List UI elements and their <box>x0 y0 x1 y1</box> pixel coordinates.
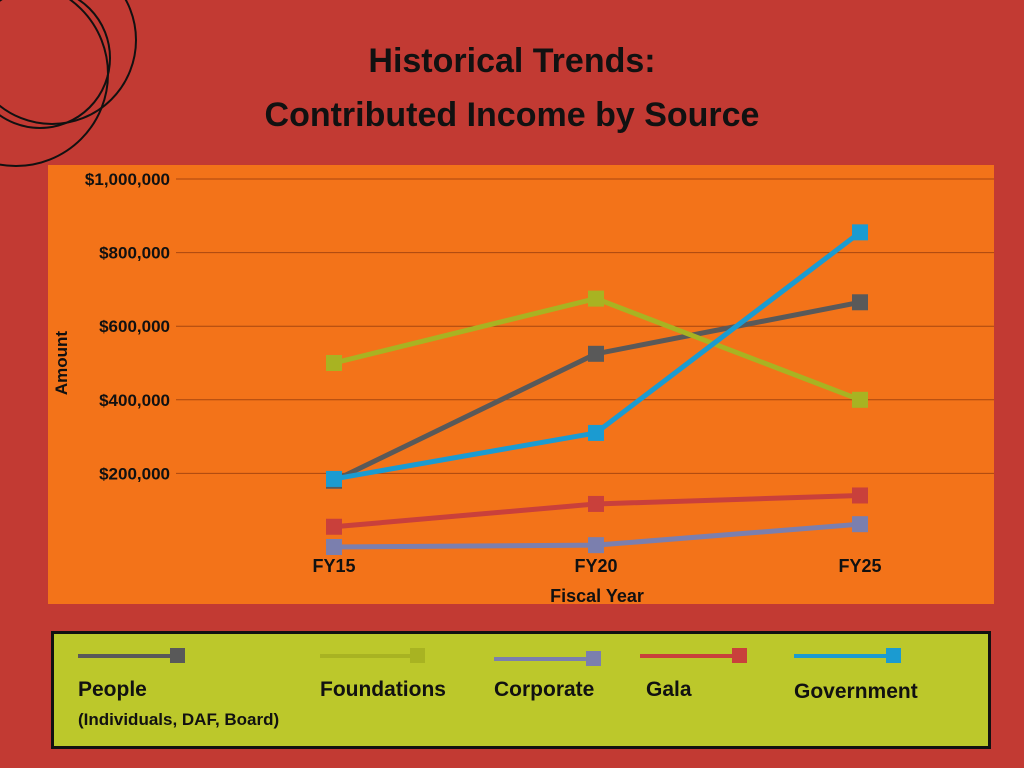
data-point-corporate <box>326 539 342 555</box>
y-tick-label: $600,000 <box>99 317 170 336</box>
legend-line <box>320 654 412 658</box>
legend-sublabel: (Individuals, DAF, Board) <box>78 710 280 729</box>
legend-label: Corporate <box>494 678 595 701</box>
data-point-gala <box>588 495 604 512</box>
data-point-gala <box>326 518 342 535</box>
legend-line <box>640 654 734 658</box>
y-axis-label: Amount <box>52 331 71 396</box>
legend-label: Foundations <box>320 678 446 701</box>
data-point-foundations <box>326 355 342 371</box>
plot-area: $200,000 $400,000 $600,000 $800,000 $1,000,0… <box>48 165 994 604</box>
data-point-foundations <box>588 290 604 307</box>
chart-title: Historical Trends: <box>368 42 656 80</box>
legend-marker <box>410 648 425 663</box>
legend-marker <box>170 648 185 663</box>
line-chart: $200,000 $400,000 $600,000 $800,000 $1,000,0… <box>52 170 994 604</box>
y-tick-label: $800,000 <box>99 244 170 263</box>
data-point-corporate <box>852 516 868 533</box>
data-point-gala <box>852 487 868 504</box>
x-tick-label: FY25 <box>838 556 881 576</box>
x-tick-label: FY15 <box>312 556 355 576</box>
legend-line <box>794 654 888 658</box>
y-tick-label: $1,000,000 <box>85 170 170 189</box>
data-point-people <box>588 345 604 362</box>
legend-marker <box>886 648 901 663</box>
legend-line <box>494 657 588 661</box>
legend-marker <box>586 651 601 666</box>
data-point-government <box>326 470 342 487</box>
legend-label: Government <box>794 680 918 703</box>
legend-marker <box>732 648 747 663</box>
data-point-corporate <box>588 537 604 554</box>
legend-line <box>78 654 172 658</box>
y-tick-label: $400,000 <box>99 391 170 410</box>
x-tick-label: FY20 <box>574 556 617 576</box>
y-tick-label: $200,000 <box>99 464 170 483</box>
data-point-people <box>852 294 868 311</box>
legend-label: People <box>78 678 147 701</box>
data-point-government <box>588 424 604 441</box>
x-axis-label: Fiscal Year <box>550 586 644 604</box>
series-line-people <box>332 299 861 484</box>
data-point-government <box>852 224 868 241</box>
legend: People (Individuals, DAF, Board) Foundatio… <box>51 631 991 749</box>
decorative-circles <box>0 0 137 167</box>
data-point-foundations <box>852 391 868 408</box>
chart-subtitle: Contributed Income by Source <box>264 96 760 134</box>
legend-label: Gala <box>646 678 692 701</box>
